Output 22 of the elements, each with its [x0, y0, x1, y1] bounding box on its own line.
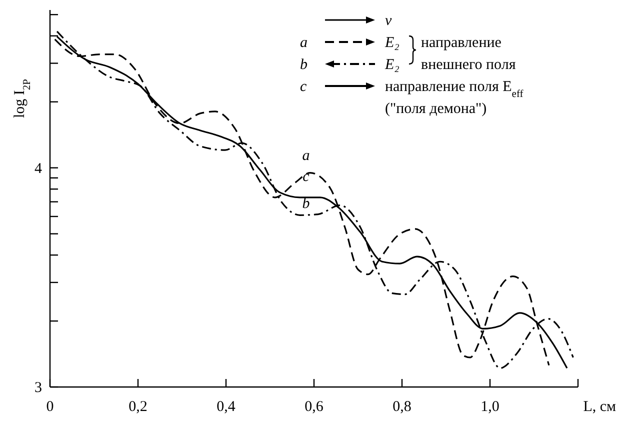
annotation: направление поля E$_{eff}$ [385, 79, 524, 100]
x-tick-label: 0,2 [128, 399, 148, 415]
annotation: v [385, 13, 392, 29]
legend-label: a [300, 35, 308, 51]
annotation: b [302, 196, 310, 212]
annotation: a [302, 148, 310, 164]
annotation: E₂ [384, 57, 400, 73]
annotation: внешнего поля [421, 57, 516, 73]
x-axis-title: L, см [583, 399, 617, 415]
x-tick-label: 1,0 [480, 399, 500, 415]
x-tick-label: 0,6 [304, 399, 324, 415]
annotation: ("поля демона") [385, 101, 487, 117]
legend-label: c [300, 79, 307, 95]
annotation: c [302, 169, 310, 185]
annotation: направление [421, 35, 502, 51]
x-tick-label: 0,8 [392, 399, 412, 415]
y-tick-label: 3 [34, 380, 42, 396]
x-tick-label: 0 [46, 399, 54, 415]
annotation: E₂ [384, 35, 400, 51]
legend-label: b [300, 57, 308, 73]
y-tick-label: 4 [34, 160, 42, 177]
x-tick-label: 0,4 [216, 399, 236, 415]
